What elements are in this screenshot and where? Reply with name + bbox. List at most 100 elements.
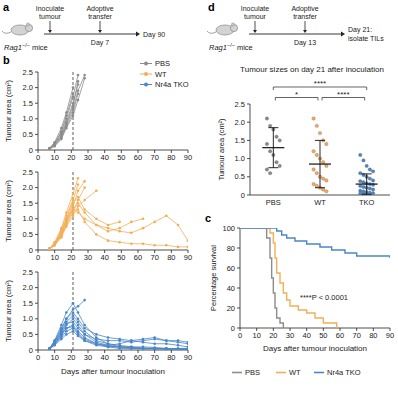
point [83, 338, 86, 341]
point [48, 347, 51, 350]
point [142, 227, 145, 230]
point [72, 111, 75, 114]
panel-label: b [3, 54, 10, 66]
point [165, 339, 168, 342]
y-axis-label: Percentage survival [209, 245, 218, 311]
reference-line [73, 172, 74, 250]
point [72, 193, 75, 196]
mouse-ear [231, 23, 234, 26]
x-tick-label: 10 [252, 331, 260, 340]
point [72, 321, 75, 324]
point [165, 348, 168, 350]
mouse-genotype-sup: −/− [227, 42, 235, 48]
mouse-curve [50, 331, 188, 349]
timeline [249, 34, 341, 35]
mouse-genotype: Rag1−/−mice [4, 42, 48, 52]
mouse-curve [50, 200, 73, 248]
point [371, 179, 374, 182]
point [95, 189, 98, 192]
timeline-head [341, 32, 345, 37]
x-tick-label: 60 [336, 331, 344, 340]
point [95, 338, 98, 341]
y-tick-label: 0.5 [23, 330, 33, 339]
point [153, 347, 156, 350]
point [95, 218, 98, 221]
point [77, 196, 80, 199]
y-tick [247, 122, 250, 123]
point [275, 161, 278, 164]
point [177, 347, 180, 350]
point [130, 242, 133, 245]
error-cap [362, 194, 372, 195]
x-tick-label: 70 [150, 153, 158, 162]
point [107, 344, 110, 347]
plot-marks [240, 228, 390, 328]
point [65, 330, 68, 333]
mean-line [356, 183, 378, 184]
y-tick [35, 287, 38, 288]
step-label: Inoculatetumour [241, 5, 270, 20]
point [165, 342, 168, 345]
point [48, 247, 51, 250]
legend-label: Nr4a TKO [155, 80, 189, 89]
point [77, 311, 80, 314]
y-tick [35, 334, 38, 335]
x-tick-label: 20 [67, 353, 75, 362]
y-tick-label: 0 [29, 346, 33, 355]
point [153, 338, 156, 341]
x-tick-label: 40 [100, 253, 108, 262]
point [53, 144, 56, 147]
point [95, 342, 98, 345]
x-tick-label: 70 [352, 331, 360, 340]
y-tick [247, 158, 250, 159]
point [130, 346, 133, 349]
point [177, 348, 180, 350]
mouse-curve [50, 303, 188, 348]
mouse-curve [50, 184, 78, 248]
point [72, 325, 75, 328]
point [118, 346, 121, 349]
timeline-head [136, 32, 140, 37]
point [118, 221, 121, 224]
mouse-curve [50, 75, 78, 148]
y-tick [237, 328, 240, 329]
survival-curve [240, 228, 390, 258]
point [165, 347, 168, 350]
point [77, 335, 80, 338]
point [95, 233, 98, 236]
point [268, 124, 271, 127]
point [53, 144, 56, 147]
point [48, 347, 51, 350]
point [362, 185, 365, 188]
point [359, 153, 362, 156]
point [72, 214, 75, 217]
point [118, 342, 121, 345]
arrow [305, 21, 306, 30]
point [77, 74, 80, 77]
x-tick-label: 0 [36, 153, 40, 162]
y-tick [35, 87, 38, 88]
point [130, 341, 133, 344]
significance-label: **** [337, 90, 349, 99]
y-tick-label: 1.0 [235, 154, 245, 163]
y-tick-label: 1.0 [23, 214, 33, 223]
point [77, 99, 80, 102]
x-tick-label: 90 [184, 353, 192, 362]
point [77, 332, 80, 335]
point [48, 247, 51, 250]
y-tick [35, 350, 38, 351]
y-tick-label: 0 [231, 324, 235, 333]
mouse-curve [50, 327, 188, 349]
y-tick-label: 0.5 [23, 130, 33, 139]
point [318, 131, 321, 134]
point [268, 171, 271, 174]
point [130, 221, 133, 224]
point [83, 299, 86, 302]
y-axis-line [38, 272, 39, 350]
y-tick-label: 20 [227, 304, 235, 313]
point [118, 346, 121, 349]
point [83, 77, 86, 80]
mouse-genotype: Rag1−/−mice [209, 42, 253, 52]
point [60, 235, 63, 238]
y-tick-label: 80 [227, 244, 235, 253]
